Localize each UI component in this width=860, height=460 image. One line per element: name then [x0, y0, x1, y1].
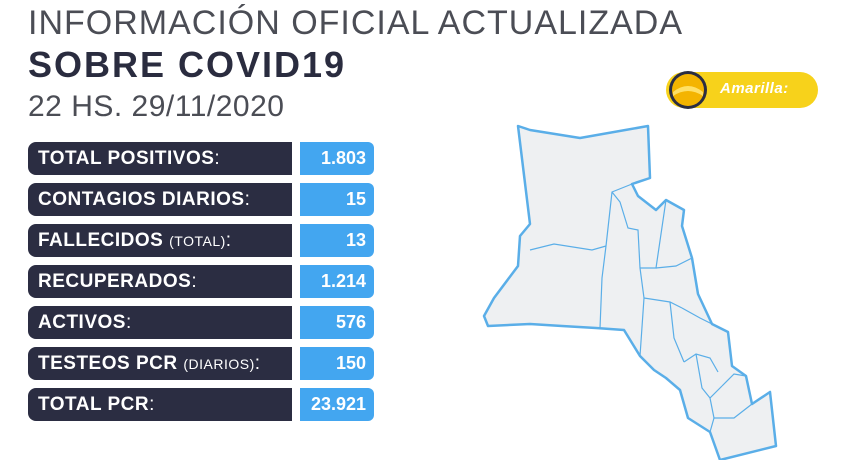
- stat-label: TOTAL PCR:: [28, 388, 292, 421]
- department-borders: [529, 183, 753, 433]
- stat-row-recuperados: RECUPERADOS: 1.214: [28, 265, 374, 298]
- stat-value: 1.803: [300, 142, 374, 175]
- stat-row-fallecidos: FALLECIDOS (TOTAL): 13: [28, 224, 374, 257]
- stat-note: (TOTAL): [169, 233, 226, 249]
- stat-value: 576: [300, 306, 374, 339]
- stat-row-activos: ACTIVOS: 576: [28, 306, 374, 339]
- header-title-line2: SOBRE COVID19: [28, 44, 347, 85]
- stat-value: 13: [300, 224, 374, 257]
- header-date: 22 HS. 29/11/2020: [28, 90, 285, 123]
- stat-value: 15: [300, 183, 374, 216]
- province-map: [482, 124, 778, 460]
- stat-label: RECUPERADOS:: [28, 265, 292, 298]
- stat-value: 150: [300, 347, 374, 380]
- stat-label: FALLECIDOS (TOTAL):: [28, 224, 292, 257]
- yellow-status-circle-icon: [669, 71, 707, 109]
- legend-label: Amarilla:: [720, 80, 789, 97]
- stat-label: ACTIVOS:: [28, 306, 292, 339]
- stat-value: 23.921: [300, 388, 374, 421]
- stat-value: 1.214: [300, 265, 374, 298]
- header-title-line1: INFORMACIÓN OFICIAL ACTUALIZADA: [28, 4, 684, 42]
- stat-label: TOTAL POSITIVOS:: [28, 142, 292, 175]
- stat-row-total-positivos: TOTAL POSITIVOS: 1.803: [28, 142, 374, 175]
- stats-table: TOTAL POSITIVOS: 1.803 CONTAGIOS DIARIOS…: [28, 142, 374, 429]
- stat-label: CONTAGIOS DIARIOS:: [28, 183, 292, 216]
- stat-label: TESTEOS PCR (DIARIOS):: [28, 347, 292, 380]
- stat-row-contagios-diarios: CONTAGIOS DIARIOS: 15: [28, 183, 374, 216]
- stat-row-testeos-pcr: TESTEOS PCR (DIARIOS): 150: [28, 347, 374, 380]
- stat-note: (DIARIOS): [183, 356, 255, 372]
- province-outline: [482, 124, 778, 460]
- stat-row-total-pcr: TOTAL PCR: 23.921: [28, 388, 374, 421]
